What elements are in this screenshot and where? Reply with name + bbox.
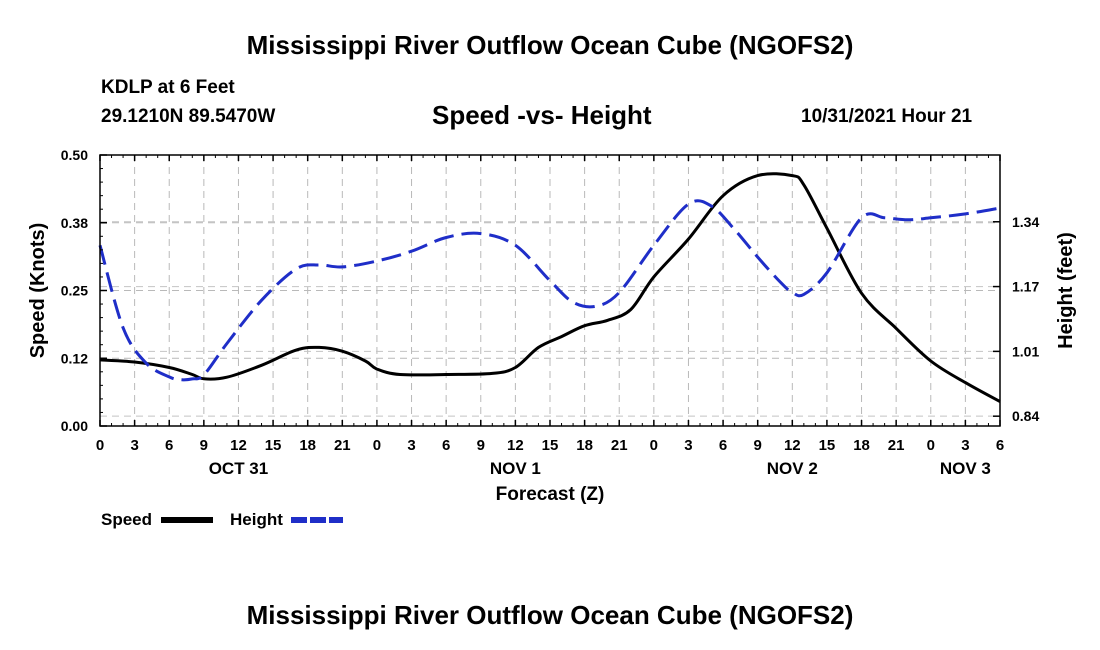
x-tick-label: 12 — [230, 437, 247, 454]
legend-label-speed: Speed — [101, 510, 152, 529]
x-tick-label: 18 — [299, 437, 316, 454]
x-tick-label: 3 — [684, 437, 692, 454]
height-series-line — [98, 199, 1001, 382]
x-tick-label: 21 — [888, 437, 905, 454]
x-tick-label: 0 — [650, 437, 658, 454]
x-tick-label: 12 — [784, 437, 801, 454]
x-tick-label: 18 — [576, 437, 593, 454]
day-label: OCT 31 — [209, 459, 269, 478]
x-tick-label: 9 — [477, 437, 485, 454]
x-tick-label: 3 — [407, 437, 415, 454]
page-title: Mississippi River Outflow Ocean Cube (NG… — [246, 30, 854, 60]
x-tick-label: 6 — [442, 437, 450, 454]
x-tick-label: 6 — [165, 437, 173, 454]
x-tick-label: 15 — [265, 437, 282, 454]
y-axis-label: Speed (Knots) — [27, 223, 49, 359]
x-tick-label: 21 — [334, 437, 351, 454]
y-tick-label: 0.00 — [61, 418, 88, 434]
x-tick-label: 6 — [719, 437, 727, 454]
x-tick-label: 9 — [200, 437, 208, 454]
grid — [100, 155, 1000, 426]
series — [98, 172, 1001, 403]
x-tick-label: 0 — [373, 437, 381, 454]
day-label: NOV 2 — [767, 459, 818, 478]
y2-axis-label: Height (feet) — [1055, 232, 1077, 349]
axes: 0 3 6 9 12 15 18 21 0 3 6 9 12 15 18 21 0 3 6 9 12 15 18 21 0 3 6 O… — [61, 147, 1040, 478]
datetime-label: 10/31/2021 Hour 21 — [801, 106, 973, 127]
x-tick-label: 6 — [996, 437, 1004, 454]
x-tick-label: 15 — [819, 437, 836, 454]
day-label: NOV 3 — [940, 459, 991, 478]
y2-tick-label: 1.01 — [1012, 343, 1039, 359]
x-tick-label: 0 — [927, 437, 935, 454]
x-tick-label: 3 — [130, 437, 138, 454]
footer-title: Mississippi River Outflow Ocean Cube (NG… — [246, 600, 854, 630]
y-tick-label: 0.12 — [61, 350, 88, 366]
day-label: NOV 1 — [490, 459, 541, 478]
y2-tick-label: 0.84 — [1012, 408, 1039, 424]
y2-tick-label: 1.34 — [1012, 214, 1039, 230]
y-tick-label: 0.38 — [61, 215, 88, 231]
y-tick-label: 0.50 — [61, 147, 88, 163]
x-tick-label: 9 — [754, 437, 762, 454]
y-tick-label: 0.25 — [61, 283, 88, 299]
x-tick-label: 15 — [542, 437, 559, 454]
legend: Speed Height — [101, 510, 343, 529]
y2-tick-label: 1.17 — [1012, 279, 1039, 295]
speed-series-line — [99, 172, 1001, 403]
x-tick-label: 0 — [96, 437, 104, 454]
speed-height-chart: 0 3 6 9 12 15 18 21 0 3 6 9 12 15 18 21 0 3 6 9 12 15 18 21 0 3 6 O… — [27, 147, 1077, 529]
station-label: KDLP at 6 Feet — [101, 77, 235, 98]
x-tick-label: 12 — [507, 437, 524, 454]
coords-label: 29.1210N 89.5470W — [101, 106, 276, 127]
chart-subtitle: Speed -vs- Height — [432, 100, 652, 130]
x-tick-label: 3 — [961, 437, 969, 454]
x-axis-label: Forecast (Z) — [496, 484, 605, 505]
x-tick-label: 18 — [853, 437, 870, 454]
legend-label-height: Height — [230, 510, 283, 529]
x-tick-label: 21 — [611, 437, 628, 454]
